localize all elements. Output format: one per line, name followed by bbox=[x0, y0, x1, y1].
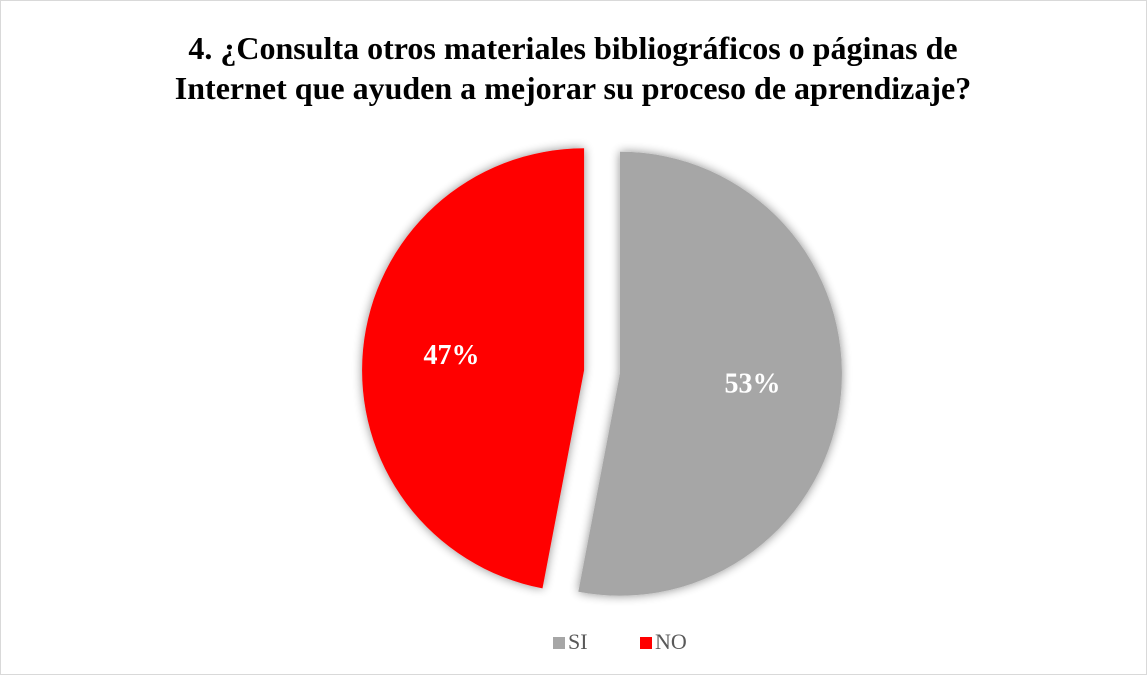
data-label: 47% bbox=[423, 340, 479, 371]
legend-swatch bbox=[640, 637, 652, 649]
legend-label: SI bbox=[568, 629, 588, 654]
pie-slice bbox=[362, 148, 585, 589]
legend-swatch bbox=[553, 637, 565, 649]
chart-title: 4. ¿Consulta otros materiales bibliográf… bbox=[174, 30, 972, 106]
legend-label: NO bbox=[655, 629, 687, 654]
pie-slice bbox=[578, 151, 842, 596]
data-label: 53% bbox=[725, 369, 781, 400]
